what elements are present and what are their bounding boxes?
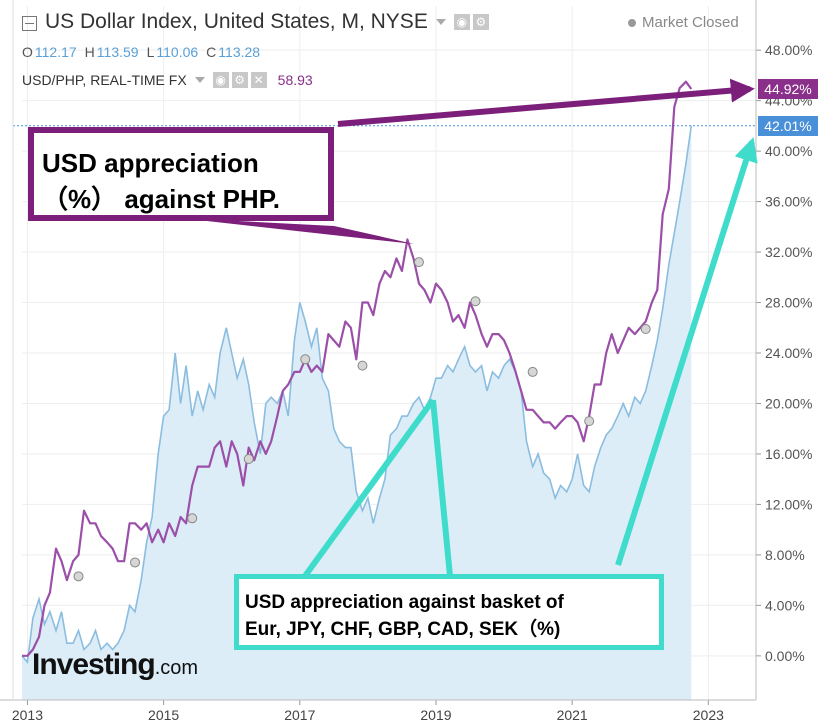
data-marker[interactable] <box>413 257 424 268</box>
investing-logo: Investing.com <box>32 648 198 682</box>
basket-callout-pointer-left <box>302 398 436 578</box>
data-marker[interactable] <box>73 571 84 582</box>
overlay-gear-icon[interactable]: ⚙ <box>231 72 248 88</box>
x-tick-label: 2015 <box>148 707 179 723</box>
php-callout-pointer <box>180 218 414 244</box>
data-marker[interactable] <box>527 366 538 377</box>
overlay-value: 58.93 <box>277 72 313 88</box>
y-tick-label: 24.00% <box>765 345 812 361</box>
dxy-last-value-tag: 42.01% <box>758 115 818 136</box>
data-marker[interactable] <box>130 557 141 568</box>
chart-title: US Dollar Index, United States, M, NYSE <box>45 10 428 33</box>
marker-layer <box>73 257 651 582</box>
overlay-legend-row: USD/PHP, REAL-TIME FX ◉ ⚙ ✕ 58.93 <box>22 72 313 88</box>
dxy-area-fill <box>22 125 692 700</box>
x-tick-label: 2013 <box>12 707 43 723</box>
y-tick-label: 12.00% <box>765 496 812 512</box>
ohlc-value-c: 113.28 <box>218 44 261 60</box>
overlay-eye-icon[interactable]: ◉ <box>212 72 229 88</box>
php-annotation-line-2: （%） against PHP. <box>42 184 280 214</box>
market-status: Market Closed <box>628 14 739 31</box>
ohlc-key-h: H <box>84 44 95 60</box>
y-tick-label: 16.00% <box>765 446 812 462</box>
data-marker[interactable] <box>357 360 368 371</box>
x-tick-label: 2017 <box>284 707 315 723</box>
caret-down-icon[interactable] <box>435 19 446 25</box>
overlay-label: USD/PHP, REAL-TIME FX <box>22 72 187 88</box>
data-marker[interactable] <box>640 324 651 335</box>
market-status-text: Market Closed <box>642 14 739 31</box>
php-series-line <box>22 80 693 657</box>
y-tick-label: 36.00% <box>765 194 812 210</box>
php-arrow-to-tag <box>337 78 755 127</box>
dxy-series-line <box>21 125 693 664</box>
ohlc-row: O 112.17 H 113.59 L 110.06 C 113.28 <box>22 44 268 60</box>
basket-annotation-line-1: USD appreciation against basket of <box>245 592 564 613</box>
logo-main: Investing <box>32 648 156 681</box>
ohlc-key-o: O <box>22 44 33 60</box>
php-annotation-box: USD appreciation （%） against PHP. <box>28 127 334 221</box>
y-tick-label: 32.00% <box>765 244 812 260</box>
data-marker[interactable] <box>470 296 481 307</box>
collapse-icon[interactable] <box>22 15 37 31</box>
ohlc-key-c: C <box>206 44 217 60</box>
basket-arrow-to-tag <box>615 137 758 566</box>
basket-annotation-line-2: Eur, JPY, CHF, GBP, CAD, SEK（%) <box>245 619 561 640</box>
x-tick-label: 2019 <box>420 707 451 723</box>
chart-title-row: US Dollar Index, United States, M, NYSE … <box>22 10 492 34</box>
data-marker[interactable] <box>300 354 311 365</box>
close-icon[interactable]: ✕ <box>250 72 267 88</box>
basket-callout-pointer-right <box>430 399 453 577</box>
gear-icon[interactable]: ⚙ <box>472 14 489 30</box>
y-tick-label: 40.00% <box>765 143 812 159</box>
data-marker[interactable] <box>584 416 595 427</box>
x-tick-label: 2021 <box>557 707 588 723</box>
y-tick-label: 8.00% <box>765 547 805 563</box>
logo-suffix: .com <box>154 657 199 679</box>
php-annotation-line-1: USD appreciation <box>42 148 259 178</box>
y-tick-label: 4.00% <box>765 597 805 613</box>
data-marker[interactable] <box>187 513 198 524</box>
ohlc-value-l: 110.06 <box>156 44 199 60</box>
arrow-layer <box>180 78 758 578</box>
y-tick-label: 0.00% <box>765 648 805 664</box>
y-tick-label: 28.00% <box>765 295 812 311</box>
ohlc-key-l: L <box>146 44 155 60</box>
y-tick-label: 48.00% <box>765 42 812 58</box>
ohlc-value-h: 113.59 <box>96 44 139 60</box>
basket-annotation-box: USD appreciation against basket of Eur, … <box>234 574 664 650</box>
y-tick-label: 20.00% <box>765 395 812 411</box>
overlay-caret-down-icon[interactable] <box>194 77 205 83</box>
status-dot-icon <box>628 18 636 27</box>
ohlc-value-o: 112.17 <box>34 44 77 60</box>
data-marker[interactable] <box>243 453 254 464</box>
x-tick-label: 2023 <box>693 707 724 723</box>
php-last-value-tag: 44.92% <box>758 79 818 100</box>
eye-icon[interactable]: ◉ <box>453 14 470 30</box>
